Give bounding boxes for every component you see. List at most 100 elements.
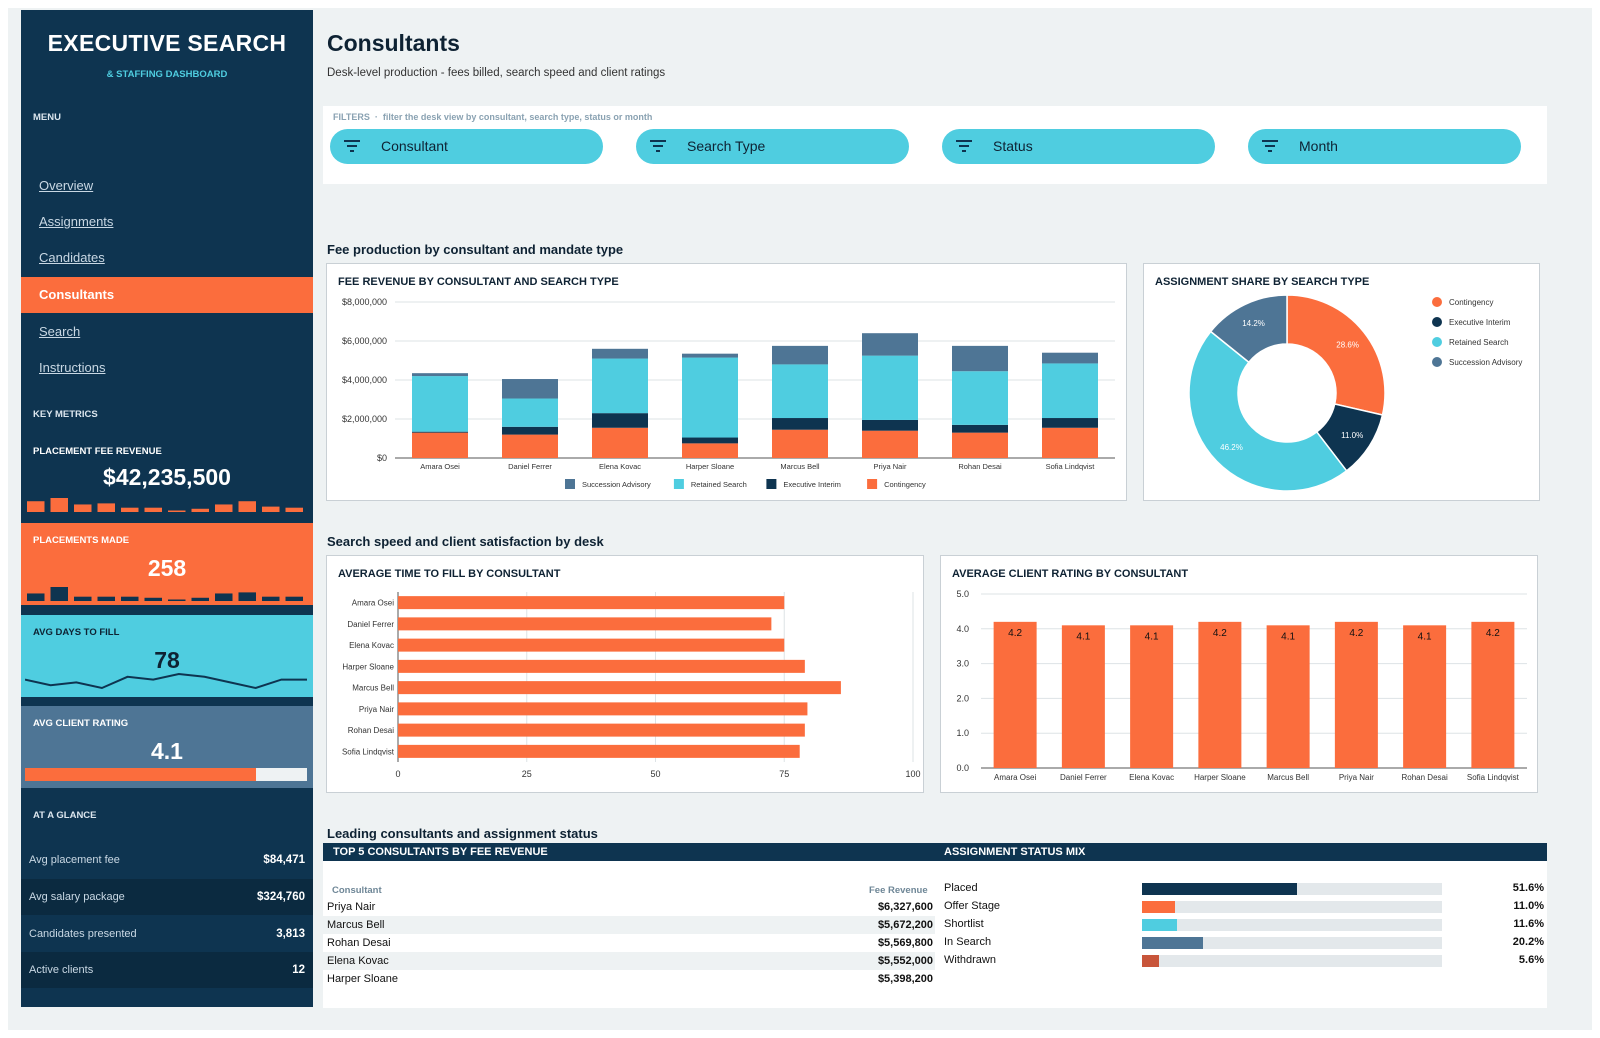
kpi-placements-label: PLACEMENTS MADE xyxy=(33,535,130,546)
status-bar-track xyxy=(1142,955,1442,967)
filters-label: FILTERS · filter the desk view by consul… xyxy=(333,112,653,122)
filter-search-type[interactable]: Search Type xyxy=(636,129,909,164)
bar-segment xyxy=(592,427,648,458)
bar xyxy=(398,702,808,716)
nav-assignments[interactable]: Assignments xyxy=(39,214,114,229)
bar-segment xyxy=(952,432,1008,458)
bar-segment xyxy=(952,371,1008,425)
bar-segment xyxy=(682,443,738,458)
y-tick-label: 0.0 xyxy=(956,763,969,773)
filter-status[interactable]: Status xyxy=(942,129,1215,164)
nav-search[interactable]: Search xyxy=(39,324,81,339)
y-tick-label: 5.0 xyxy=(956,589,969,599)
sparkline-bar xyxy=(191,508,209,512)
table-row[interactable]: Priya Nair $6,327,600 xyxy=(323,898,935,916)
slice-label: 46.2% xyxy=(1220,443,1243,452)
y-tick-label: Elena Kovac xyxy=(349,641,394,650)
bar-segment xyxy=(862,355,918,420)
bar-segment xyxy=(1042,418,1098,428)
legend-swatch xyxy=(867,479,878,489)
y-tick-label: Marcus Bell xyxy=(352,684,394,693)
legend-label: Executive Interim xyxy=(783,480,841,489)
bar xyxy=(1061,625,1105,768)
kpi-revenue-label: PLACEMENT FEE REVENUE xyxy=(33,446,162,457)
data-label: 4.1 xyxy=(1076,631,1090,642)
sparkline-bar xyxy=(144,597,162,601)
bar-segment xyxy=(1042,352,1098,364)
status-bar-fill xyxy=(1142,919,1177,931)
filter-consultant[interactable]: Consultant xyxy=(330,129,603,164)
bar xyxy=(993,621,1037,768)
sparkline-bar xyxy=(168,510,186,512)
col-header-consultant: Consultant xyxy=(332,885,382,896)
kpi-rating: AVG CLIENT RATING 4.1 xyxy=(21,706,313,788)
filter-icon xyxy=(344,140,360,152)
status-bar-fill xyxy=(1142,955,1159,967)
nav-candidates[interactable]: Candidates xyxy=(39,250,105,265)
kpi-placements: PLACEMENTS MADE 258 xyxy=(21,523,313,605)
filter-month[interactable]: Month xyxy=(1248,129,1521,164)
legend-label: Succession Advisory xyxy=(1449,358,1522,367)
bar-segment xyxy=(862,333,918,356)
y-tick-label: Harper Sloane xyxy=(342,662,394,671)
y-tick-label: 1.0 xyxy=(956,728,969,738)
bar-segment xyxy=(772,418,828,430)
bar-segment xyxy=(952,345,1008,372)
menu-label: MENU xyxy=(33,112,61,123)
status-label: Shortlist xyxy=(944,918,984,930)
status-label: In Search xyxy=(944,936,992,948)
x-tick-label: Amara Osei xyxy=(420,462,460,471)
kpi-rating-progress-fill xyxy=(25,768,257,781)
x-tick-label: 50 xyxy=(650,769,660,779)
bar-segment xyxy=(502,398,558,427)
sparkline-bar xyxy=(191,597,209,601)
bar-segment xyxy=(592,348,648,359)
client-rating-card: AVERAGE CLIENT RATING BY CONSULTANT 0.0 1… xyxy=(940,555,1538,793)
legend-label: Retained Search xyxy=(691,480,747,489)
y-tick-label: Amara Osei xyxy=(352,599,394,608)
data-label: 4.1 xyxy=(1145,631,1159,642)
x-tick-label: 25 xyxy=(522,769,532,779)
bar xyxy=(1403,625,1447,768)
bar xyxy=(398,681,841,695)
y-tick-label: Daniel Ferrer xyxy=(347,620,394,629)
glance-row: Avg salary package $324,760 xyxy=(21,879,313,915)
legend-swatch xyxy=(673,479,684,489)
data-label: 4.1 xyxy=(1281,631,1295,642)
sparkline-bar xyxy=(215,504,233,512)
legend-swatch xyxy=(1432,317,1442,327)
bar xyxy=(1130,625,1174,768)
sparkline-bar xyxy=(168,599,186,601)
legend-label: Succession Advisory xyxy=(582,480,651,489)
top5-header: TOP 5 CONSULTANTS BY FEE REVENUE xyxy=(323,843,935,861)
filter-label: Status xyxy=(993,138,1033,154)
y-tick-label: 2.0 xyxy=(956,693,969,703)
x-tick-label: Priya Nair xyxy=(1339,773,1374,782)
table-row[interactable]: Harper Sloane $5,398,200 xyxy=(323,970,935,988)
x-tick-label: 75 xyxy=(779,769,789,779)
table-row[interactable]: Marcus Bell $5,672,200 xyxy=(323,916,935,934)
x-tick-label: 0 xyxy=(395,769,400,779)
kpi-days: AVG DAYS TO FILL 78 xyxy=(21,615,313,697)
nav-instructions[interactable]: Instructions xyxy=(39,360,106,375)
table-row[interactable]: Elena Kovac $5,552,000 xyxy=(323,952,935,970)
status-percent: 20.2% xyxy=(1512,936,1544,948)
glance-row: Avg placement fee $84,471 xyxy=(21,842,313,878)
bar-segment xyxy=(862,419,918,431)
glance-row: Active clients 12 xyxy=(21,952,313,988)
section-title-speed: Search speed and client satisfaction by … xyxy=(327,534,604,549)
nav-overview[interactable]: Overview xyxy=(39,178,94,193)
status-label: Placed xyxy=(944,882,978,894)
brand-title: EXECUTIVE SEARCH xyxy=(47,30,287,56)
status-percent: 5.6% xyxy=(1518,954,1544,966)
nav-consultants[interactable]: Consultants xyxy=(21,277,313,313)
key-metrics-label: KEY METRICS xyxy=(33,409,98,420)
donut-slice xyxy=(1286,294,1386,416)
data-label: 4.2 xyxy=(1486,628,1500,639)
bar-segment xyxy=(502,379,558,399)
x-tick-label: Priya Nair xyxy=(874,462,907,471)
consultant-name: Marcus Bell xyxy=(327,919,385,931)
sparkline-bar xyxy=(238,501,256,512)
status-bar-track xyxy=(1142,883,1442,895)
table-row[interactable]: Rohan Desai $5,569,800 xyxy=(323,934,935,952)
